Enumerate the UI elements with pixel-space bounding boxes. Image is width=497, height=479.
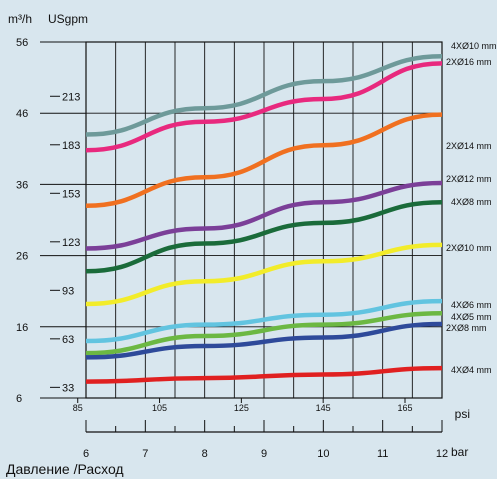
x-bar-axis-label: bar bbox=[451, 445, 468, 459]
series-line bbox=[85, 180, 443, 251]
x-bar-tick-label: 12 bbox=[436, 448, 448, 460]
series-label: 4XØ6 mm bbox=[451, 300, 492, 310]
x-psi-tick-label: 165 bbox=[397, 403, 412, 413]
chart-title: Давление /Расход bbox=[6, 461, 124, 477]
series-line bbox=[85, 365, 443, 384]
series-label: 2XØ14 mm bbox=[446, 141, 492, 151]
series-label: 2XØ16 mm bbox=[446, 57, 492, 67]
x-psi-tick-label: 85 bbox=[73, 403, 83, 413]
x-psi-tick-label: 105 bbox=[152, 403, 167, 413]
y-primary-tick-label: 26 bbox=[16, 251, 28, 263]
series-label: 2XØ10 mm bbox=[446, 243, 492, 253]
labels-layer: 56 46 36 26 16 6 213 183 153 123 93 63 33 85 105 125 145… bbox=[16, 37, 497, 460]
y-primary-tick-label: 56 bbox=[16, 37, 28, 49]
series-line bbox=[85, 311, 443, 356]
y-primary-tick-label: 36 bbox=[16, 179, 28, 191]
series-line bbox=[85, 199, 443, 274]
y-primary-tick-label: 16 bbox=[16, 322, 28, 334]
series-label: 4XØ8 mm bbox=[451, 197, 492, 207]
axes-layer bbox=[40, 41, 443, 433]
series-label: 4XØ4 mm bbox=[451, 365, 492, 375]
y-secondary-tick-label: 93 bbox=[62, 285, 74, 297]
y-secondary-tick-label: 183 bbox=[62, 140, 80, 152]
y-primary-tick-label: 46 bbox=[16, 108, 28, 120]
y-secondary-tick-label: 33 bbox=[62, 382, 74, 394]
y-secondary-tick-label: 153 bbox=[62, 188, 80, 200]
x-bar-tick-label: 11 bbox=[377, 448, 388, 460]
x-psi-axis-label: psi bbox=[455, 407, 470, 421]
y-secondary-unit-label: USgpm bbox=[48, 12, 88, 26]
y-secondary-tick-label: 63 bbox=[62, 334, 74, 346]
x-bar-tick-label: 8 bbox=[202, 448, 208, 460]
x-psi-tick-label: 145 bbox=[316, 403, 331, 413]
series-label: 2XØ8 mm bbox=[446, 323, 487, 333]
x-bar-tick-label: 6 bbox=[83, 448, 89, 460]
series-line bbox=[85, 321, 443, 360]
x-bar-tick-label: 9 bbox=[261, 448, 267, 460]
y-primary-tick-label: 6 bbox=[16, 393, 22, 405]
x-bar-tick-label: 7 bbox=[142, 448, 148, 460]
series-label: 2XØ12 mm bbox=[446, 174, 492, 184]
series-layer bbox=[85, 53, 443, 384]
y-secondary-tick-label: 213 bbox=[62, 91, 80, 103]
series-label: 4XØ10 mm bbox=[451, 41, 497, 51]
x-bar-tick-label: 10 bbox=[317, 448, 329, 460]
series-line bbox=[85, 298, 443, 344]
series-line bbox=[85, 53, 443, 137]
series-line bbox=[85, 112, 443, 209]
y-primary-unit-label: m³/h bbox=[8, 12, 32, 26]
series-label: 4XØ5 mm bbox=[451, 312, 492, 322]
y-secondary-tick-label: 123 bbox=[62, 237, 80, 249]
x-psi-tick-label: 125 bbox=[234, 403, 249, 413]
series-line bbox=[85, 242, 443, 307]
series-line bbox=[85, 61, 443, 153]
